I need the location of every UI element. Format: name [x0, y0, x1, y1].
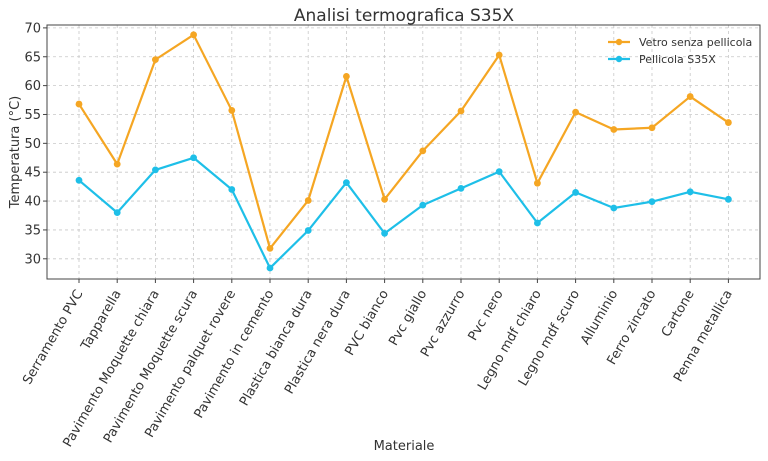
data-point	[113, 160, 121, 168]
data-point	[610, 204, 618, 212]
x-tick-label: Alluminio	[578, 287, 621, 347]
data-point	[495, 168, 503, 176]
data-point	[266, 245, 274, 252]
x-tick-label: Pvc nero	[466, 287, 507, 343]
y-tick-label: 35	[24, 223, 41, 238]
x-tick-label: Serramento PVC	[20, 288, 86, 388]
legend-item: Vetro senza pellicola	[608, 36, 752, 49]
y-tick-label: 55	[24, 108, 41, 123]
x-tick-label: Plastica bianca dura	[237, 288, 316, 409]
series-line	[78, 33, 730, 250]
legend-marker	[615, 55, 623, 63]
data-point	[648, 124, 656, 132]
data-point	[686, 188, 694, 196]
data-point	[419, 201, 427, 209]
data-point	[228, 107, 236, 114]
data-point	[304, 227, 312, 234]
data-point	[686, 93, 694, 100]
data-point	[495, 51, 503, 59]
legend-marker	[615, 38, 623, 46]
y-tick-label: 45	[24, 166, 41, 181]
data-point	[304, 197, 312, 204]
data-point	[725, 195, 732, 203]
series-0	[75, 31, 732, 252]
data-point	[457, 184, 465, 192]
grid-layer	[47, 25, 760, 279]
data-point	[113, 209, 121, 217]
data-point	[572, 108, 579, 116]
data-point	[190, 31, 198, 39]
y-tick-label: 40	[24, 195, 41, 210]
data-point	[457, 107, 465, 115]
data-point	[648, 198, 656, 206]
y-tick-label: 60	[24, 79, 41, 94]
data-point	[381, 229, 388, 237]
x-tick-label: Pvc giallo	[386, 287, 430, 348]
data-point	[534, 219, 541, 227]
data-point	[343, 72, 350, 80]
chart-title: Analisi termografica S35X	[294, 6, 515, 26]
y-tick-label: 65	[24, 50, 41, 65]
legend-label: Vetro senza pellicola	[639, 36, 752, 49]
data-point	[228, 186, 236, 193]
data-point	[725, 119, 732, 126]
series-1	[75, 154, 732, 272]
legend: Vetro senza pellicola Pellicola S35X	[608, 36, 752, 66]
y-tick-label: 50	[24, 137, 41, 152]
series-layer	[75, 31, 732, 272]
data-point	[610, 126, 618, 133]
y-tick-label: 30	[24, 252, 41, 267]
legend-label: Pellicola S35X	[639, 53, 716, 66]
data-point	[190, 154, 198, 162]
legend-item: Pellicola S35X	[608, 53, 716, 66]
data-point	[534, 179, 541, 187]
data-point	[152, 56, 159, 64]
data-point	[266, 264, 274, 272]
series-line	[78, 156, 729, 270]
data-point	[152, 166, 159, 174]
y-tick-label: 70	[24, 21, 41, 36]
plot-frame	[46, 24, 761, 280]
data-point	[419, 147, 427, 155]
data-point	[343, 179, 350, 186]
x-axis-label: Materiale	[374, 439, 435, 454]
data-point	[75, 176, 83, 184]
y-axis-label: Temperatura (°C)	[8, 96, 23, 209]
x-tick-label: Cartone	[659, 288, 698, 340]
data-point	[75, 100, 83, 108]
data-point	[572, 189, 579, 196]
data-point	[381, 195, 388, 203]
